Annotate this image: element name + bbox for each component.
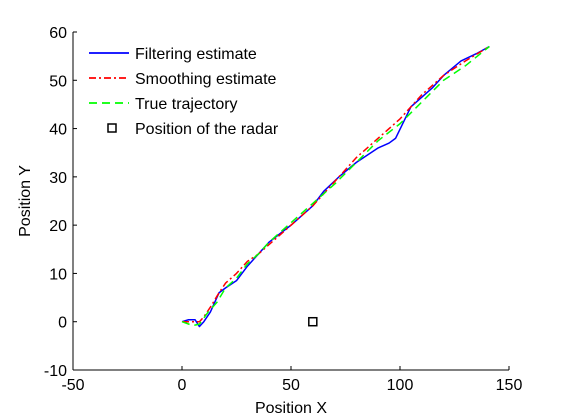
- legend-position-of-the-radar-swatch: [107, 123, 117, 133]
- series-layer: [181, 45, 490, 328]
- x-ticks: -50 0 50 100 150: [61, 366, 522, 394]
- x-tick-label: 100: [387, 377, 414, 394]
- true-trajectory-line: [181, 45, 490, 327]
- smoothing-estimate-line: [182, 45, 490, 323]
- y-tick-label: 60: [49, 25, 67, 42]
- legend-position-of-the-radar-label: Position of the radar: [135, 121, 279, 138]
- y-tick-label: 30: [49, 170, 67, 187]
- legend: Filtering estimate Smoothing estimate True…: [89, 46, 279, 138]
- legend-smoothing-estimate-label: Smoothing estimate: [135, 71, 277, 88]
- x-axis-label: Position X: [255, 400, 327, 417]
- y-tick-label: -10: [44, 363, 67, 380]
- legend-true-trajectory-label: True trajectory: [135, 96, 238, 113]
- x-tick-label: 150: [496, 377, 523, 394]
- y-tick-label: 10: [49, 266, 67, 283]
- x-tick-label: 50: [282, 377, 300, 394]
- y-tick-label: 0: [58, 315, 67, 332]
- y-axis-label: Position Y: [17, 165, 34, 237]
- y-tick-label: 50: [49, 73, 67, 90]
- x-tick-label: 0: [178, 377, 187, 394]
- position-of-the-radar-marker: [308, 316, 318, 327]
- y-tick-label: 40: [49, 122, 67, 139]
- y-tick-label: 20: [49, 218, 67, 235]
- y-ticks: -10 0 10 20 30 40 50 60: [44, 25, 77, 380]
- legend-filtering-estimate-label: Filtering estimate: [135, 46, 257, 63]
- x-tick-label: -50: [61, 377, 84, 394]
